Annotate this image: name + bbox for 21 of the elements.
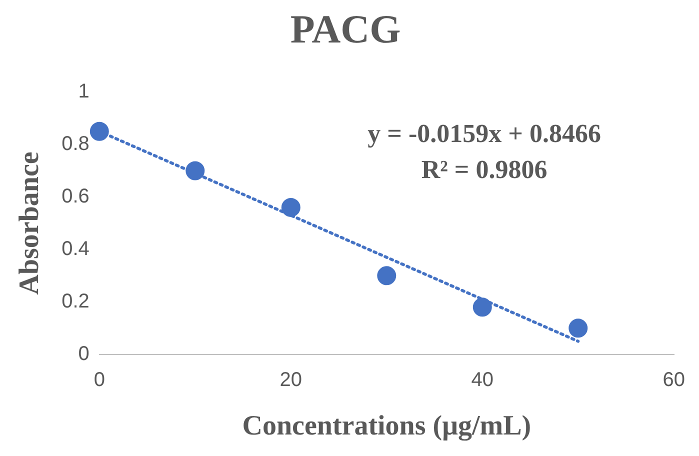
annotation: y = -0.0159x + 0.8466 [368, 119, 601, 148]
point [377, 266, 396, 286]
y-tick-label: 1 [78, 80, 90, 103]
y-tick-label: 0.6 [62, 185, 90, 208]
y-tick-label: 0.4 [62, 238, 90, 260]
point [472, 298, 492, 317]
y-axis-title: Absorbance [14, 152, 46, 295]
chart-title: PACG [290, 6, 401, 52]
x-tick-label: 60 [662, 368, 685, 391]
point [568, 318, 588, 338]
point [90, 122, 109, 141]
point [186, 161, 205, 180]
x-tick-label: 40 [471, 368, 494, 391]
x-tick-label: 20 [280, 368, 302, 391]
point [281, 198, 300, 217]
x-axis-title: Concentrations (μg/mL) [242, 410, 532, 442]
x-tick-label: 0 [94, 368, 105, 391]
y-tick-label: 0.8 [62, 132, 90, 155]
y-tick-label: 0 [78, 342, 90, 365]
annotation: R² = 0.9806 [421, 155, 548, 184]
y-tick-label: 0.2 [62, 290, 90, 312]
